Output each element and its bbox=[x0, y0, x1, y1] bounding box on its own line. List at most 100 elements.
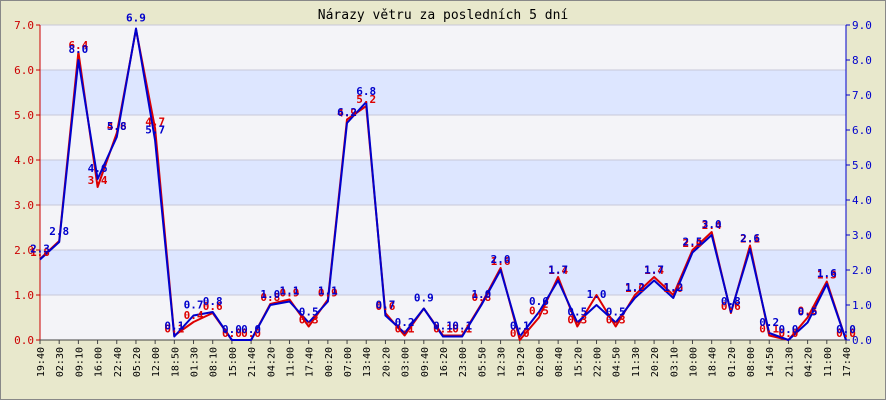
x-tick-label: 04:20 bbox=[804, 347, 815, 377]
x-tick-label: 08:40 bbox=[554, 347, 565, 377]
x-tick-label: 10:00 bbox=[688, 347, 699, 377]
x-tick-label: 04:20 bbox=[266, 347, 277, 377]
data-label-right: 0.0 bbox=[836, 323, 856, 336]
x-tick-label: 21:30 bbox=[784, 347, 795, 377]
data-label-left: 0.1 bbox=[395, 323, 415, 336]
x-tick-label: 03:10 bbox=[669, 347, 680, 377]
x-tick-label: 02:00 bbox=[535, 347, 546, 377]
left-tick-label: 7.0 bbox=[14, 19, 34, 32]
data-label-right: 0.7 bbox=[375, 299, 395, 312]
data-label-right: 0.5 bbox=[299, 306, 319, 319]
x-tick-label: 08:00 bbox=[746, 347, 757, 377]
x-tick-label: 04:50 bbox=[612, 347, 623, 377]
left-tick-label: 1.0 bbox=[14, 289, 34, 302]
x-tick-label: 12:00 bbox=[151, 347, 162, 377]
data-label-right: 0.2 bbox=[759, 316, 779, 329]
data-label-left: 0.0 bbox=[241, 327, 261, 340]
data-label-left: 0.0 bbox=[222, 327, 242, 340]
left-axis: 0.0 1.0 2.0 3.0 4.0 5.0 6.0 7.0 bbox=[14, 19, 41, 347]
data-label-right: 5.7 bbox=[145, 124, 165, 137]
x-tick-label: 11:30 bbox=[631, 347, 642, 377]
data-label-left: 4.9 bbox=[337, 107, 357, 120]
data-label-right: 0.0 bbox=[241, 323, 261, 336]
chart-title: Nárazy větru za posledních 5 dní bbox=[318, 8, 568, 23]
data-label-right: 0.1 bbox=[452, 320, 472, 333]
x-tick-label: 20:20 bbox=[381, 347, 392, 377]
data-label-left: 3.4 bbox=[88, 174, 108, 187]
left-tick-label: 6.0 bbox=[14, 64, 34, 77]
data-label-right: 0.1 bbox=[510, 320, 530, 333]
x-tick-label: 18:40 bbox=[708, 347, 719, 377]
data-label-left: 0.5 bbox=[798, 305, 818, 318]
data-label-left: 0.1 bbox=[452, 323, 472, 336]
data-label-right: 1.0 bbox=[587, 288, 607, 301]
x-tick-label: 17:40 bbox=[842, 347, 853, 377]
x-tick-label: 18:50 bbox=[170, 347, 181, 377]
right-tick-label: 8.0 bbox=[852, 54, 872, 67]
right-tick-label: 4.0 bbox=[852, 194, 872, 207]
x-tick-label: 21:40 bbox=[247, 347, 258, 377]
data-label-right: 0.7 bbox=[184, 299, 204, 312]
x-axis: 19:40 02:30 09:10 16:00 22:40 05:20 12:00 18:50… bbox=[36, 339, 853, 377]
right-tick-label: 9.0 bbox=[852, 19, 872, 32]
data-label-left: 5.2 bbox=[356, 93, 376, 106]
data-label-right: 2.3 bbox=[30, 243, 50, 256]
data-label-right: 0.5 bbox=[798, 306, 818, 319]
x-tick-label: 01:30 bbox=[190, 347, 201, 377]
data-label-left: 0.6 bbox=[203, 300, 223, 313]
data-label-right: 1.2 bbox=[663, 281, 683, 294]
right-tick-label: 5.0 bbox=[852, 159, 872, 172]
data-label-left: 1.4 bbox=[644, 264, 664, 277]
data-label-left: 0.1 bbox=[759, 323, 779, 336]
x-tick-label: 05:20 bbox=[132, 347, 143, 377]
data-label-right: 0.6 bbox=[529, 295, 549, 308]
x-tick-label: 09:40 bbox=[420, 347, 431, 377]
data-label-left: 6.4 bbox=[68, 39, 88, 52]
data-label-left: 0.4 bbox=[184, 309, 204, 322]
right-axis: 0.0 1.0 2.0 3.0 4.0 5.0 6.0 7.0 8.0 9.0 bbox=[845, 19, 872, 347]
data-label-right: 0.1 bbox=[433, 320, 453, 333]
data-label-left: 2.0 bbox=[683, 237, 703, 250]
x-tick-label: 13:40 bbox=[362, 347, 373, 377]
data-label-left: 4.7 bbox=[145, 116, 165, 129]
data-label-left: 2.1 bbox=[740, 233, 760, 246]
x-tick-label: 11:00 bbox=[823, 347, 834, 377]
x-tick-label: 22:00 bbox=[593, 347, 604, 377]
data-label-right: 0.8 bbox=[203, 295, 223, 308]
data-label-left: 0.1 bbox=[433, 323, 453, 336]
data-label-right: 0.0 bbox=[222, 323, 242, 336]
data-label-left: 0.0 bbox=[510, 327, 530, 340]
data-label-left: 0.5 bbox=[529, 305, 549, 318]
data-label-left: 0.6 bbox=[375, 300, 395, 313]
x-tick-label: 07:00 bbox=[343, 347, 354, 377]
data-label-left: 2.4 bbox=[702, 219, 722, 232]
data-label-right: 1.6 bbox=[817, 267, 837, 280]
data-label-left: 1.4 bbox=[548, 264, 568, 277]
data-label-right: 0.1 bbox=[164, 320, 184, 333]
right-tick-label: 2.0 bbox=[852, 264, 872, 277]
data-label-right: 1.1 bbox=[318, 285, 338, 298]
data-label-right: 1.2 bbox=[625, 281, 645, 294]
left-tick-label: 5.0 bbox=[14, 109, 34, 122]
x-tick-label: 08:10 bbox=[209, 347, 220, 377]
x-tick-label: 15:00 bbox=[228, 347, 239, 377]
data-label-right: 0.0 bbox=[778, 323, 798, 336]
data-label-left: 1.0 bbox=[663, 282, 683, 295]
x-tick-label: 12:30 bbox=[497, 347, 508, 377]
x-tick-label: 19:20 bbox=[516, 347, 527, 377]
x-tick-label: 16:20 bbox=[439, 347, 450, 377]
right-tick-label: 7.0 bbox=[852, 89, 872, 102]
data-labels: 1.86.43.44.6 4.70.10.40.60.0 0.00.8 0.90.30… bbox=[30, 12, 856, 341]
data-label-right: 0.9 bbox=[414, 292, 434, 305]
data-label-right: 1.7 bbox=[548, 264, 568, 277]
series-line-right bbox=[39, 27, 847, 341]
data-label-right: 2.0 bbox=[491, 253, 511, 266]
x-tick-label: 09:10 bbox=[74, 347, 85, 377]
data-label-left: 1.8 bbox=[30, 246, 50, 259]
data-label-left: 1.0 bbox=[625, 282, 645, 295]
plot-background bbox=[40, 25, 846, 340]
data-label-left: 0.8 bbox=[471, 291, 491, 304]
x-tick-label: 20:20 bbox=[650, 347, 661, 377]
data-label-right: 1.0 bbox=[260, 288, 280, 301]
